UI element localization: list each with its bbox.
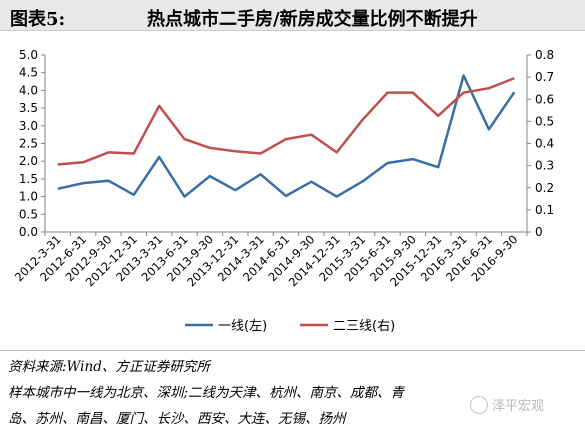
left-tick-label: 3.0 (19, 119, 38, 133)
right-axis: 0 0.1 0.2 0.3 0.4 0.5 0.6 0.7 0.8 (526, 48, 554, 239)
left-tick-label: 1.0 (19, 190, 38, 204)
watermark: 泽平宏观 (470, 395, 544, 414)
left-tick-label: 5.0 (19, 48, 38, 62)
title-bar: 图表5: 热点城市二手房/新房成交量比例不断提升 (0, 0, 585, 31)
right-tick-label: 0.3 (535, 159, 554, 173)
figure-title: 热点城市二手房/新房成交量比例不断提升 (147, 9, 478, 30)
legend-label: 二三线(右) (333, 319, 395, 334)
left-tick-label: 2.0 (19, 154, 38, 168)
legend-label: 一线(左) (218, 319, 267, 334)
right-tick-label: 0.5 (535, 114, 554, 128)
series-layer (57, 74, 516, 198)
figure-label: 图表5: (10, 9, 66, 30)
line-chart: 0.0 0.5 1.0 1.5 2.0 2.5 3.0 3.5 4.0 4.5 5.0 0 0.1 0.… (12, 48, 554, 334)
watermark-text: 泽平宏观 (492, 399, 545, 414)
wechat-icon (470, 395, 488, 414)
series-line-tier1 (57, 74, 516, 198)
source-note: 资料来源:Wind、方正证券研究所 (8, 359, 210, 375)
legend: 一线(左) 二三线(右) (185, 319, 395, 334)
sample-note-line-1: 样本城市中一线为北京、深圳;二线为天津、杭州、南京、成都、青 (8, 385, 405, 401)
right-tick-label: 0.7 (535, 70, 554, 84)
x-axis: 2012-3-312012-6-312012-9-302012-12-31201… (12, 231, 528, 289)
left-tick-label: 2.5 (19, 137, 38, 151)
left-tick-label: 4.0 (19, 83, 38, 97)
left-tick-label: 0.5 (19, 207, 38, 221)
left-axis: 0.0 0.5 1.0 1.5 2.0 2.5 3.0 3.5 4.0 4.5 5.0 (19, 48, 46, 239)
right-tick-label: 0.6 (535, 92, 554, 106)
right-tick-label: 0 (535, 225, 543, 239)
series-line-tier23 (57, 77, 515, 166)
right-tick-label: 0.8 (535, 48, 554, 62)
left-tick-label: 3.5 (19, 101, 38, 115)
left-tick-label: 1.5 (19, 172, 38, 186)
right-tick-label: 0.4 (535, 137, 554, 151)
left-tick-label: 4.5 (19, 66, 38, 80)
left-tick-label: 0.0 (19, 225, 38, 239)
sample-note-line-2: 岛、苏州、南昌、厦门、长沙、西安、大连、无锡、扬州 (8, 411, 346, 427)
right-tick-label: 0.2 (535, 181, 554, 195)
notes-area: 资料来源:Wind、方正证券研究所 样本城市中一线为北京、深圳;二线为天津、杭州… (0, 350, 585, 438)
right-tick-label: 0.1 (535, 203, 554, 217)
